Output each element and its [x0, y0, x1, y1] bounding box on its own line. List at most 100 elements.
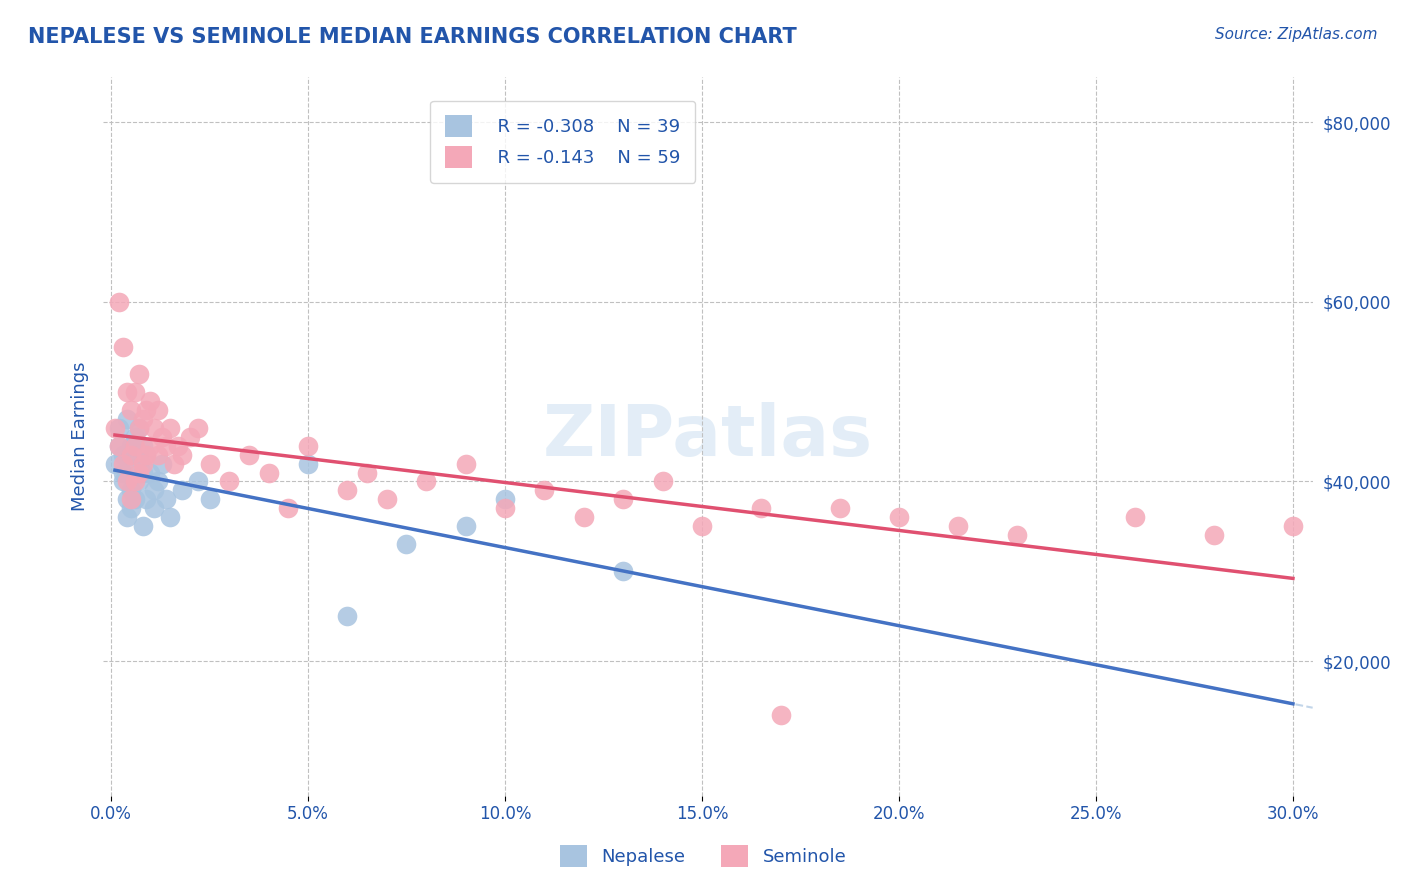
Point: [494, 501, 516, 516]
Point: [131, 411, 153, 425]
Point: [135, 402, 157, 417]
Point: [111, 340, 134, 354]
Point: [131, 466, 153, 480]
Point: [124, 384, 146, 399]
Point: [257, 466, 280, 480]
Legend:   R = -0.308    N = 39,   R = -0.143    N = 59: R = -0.308 N = 39, R = -0.143 N = 59: [430, 101, 695, 183]
Point: [135, 492, 157, 507]
Point: [187, 420, 209, 434]
Point: [108, 439, 131, 453]
Point: [297, 439, 319, 453]
Text: Source: ZipAtlas.com: Source: ZipAtlas.com: [1215, 27, 1378, 42]
Point: [277, 501, 299, 516]
Text: ZIPatlas: ZIPatlas: [543, 402, 873, 471]
Point: [111, 448, 134, 462]
Point: [572, 510, 595, 524]
Point: [170, 483, 193, 498]
Point: [148, 448, 170, 462]
Point: [155, 439, 177, 453]
Point: [395, 537, 418, 551]
Point: [336, 609, 359, 624]
Point: [115, 492, 138, 507]
Point: [120, 501, 142, 516]
Point: [159, 420, 181, 434]
Point: [454, 457, 477, 471]
Point: [139, 393, 162, 408]
Point: [170, 448, 193, 462]
Point: [115, 384, 138, 399]
Point: [150, 429, 173, 443]
Point: [218, 475, 240, 489]
Point: [946, 519, 969, 533]
Point: [108, 294, 131, 309]
Point: [104, 420, 127, 434]
Point: [167, 439, 190, 453]
Point: [143, 501, 166, 516]
Point: [415, 475, 437, 489]
Point: [690, 519, 713, 533]
Point: [749, 501, 772, 516]
Point: [111, 457, 134, 471]
Point: [1005, 528, 1028, 542]
Point: [124, 492, 146, 507]
Point: [356, 466, 378, 480]
Point: [454, 519, 477, 533]
Point: [375, 492, 398, 507]
Point: [128, 420, 150, 434]
Point: [1282, 519, 1305, 533]
Point: [148, 475, 170, 489]
Point: [651, 475, 673, 489]
Point: [150, 457, 173, 471]
Point: [131, 439, 153, 453]
Point: [769, 708, 792, 723]
Point: [159, 510, 181, 524]
Point: [128, 475, 150, 489]
Point: [120, 448, 142, 462]
Point: [120, 402, 142, 417]
Point: [297, 457, 319, 471]
Point: [120, 457, 142, 471]
Point: [198, 457, 221, 471]
Point: [124, 439, 146, 453]
Point: [128, 367, 150, 381]
Point: [111, 466, 134, 480]
Point: [148, 402, 170, 417]
Point: [124, 475, 146, 489]
Point: [115, 411, 138, 425]
Point: [115, 475, 138, 489]
Point: [108, 439, 131, 453]
Point: [887, 510, 910, 524]
Point: [238, 448, 260, 462]
Point: [143, 483, 166, 498]
Point: [108, 420, 131, 434]
Point: [139, 466, 162, 480]
Point: [104, 457, 127, 471]
Point: [131, 457, 153, 471]
Point: [124, 429, 146, 443]
Point: [124, 448, 146, 462]
Point: [533, 483, 555, 498]
Point: [1204, 528, 1226, 542]
Point: [828, 501, 851, 516]
Point: [494, 492, 516, 507]
Point: [128, 420, 150, 434]
Point: [336, 483, 359, 498]
Point: [155, 492, 177, 507]
Legend: Nepalese, Seminole: Nepalese, Seminole: [553, 838, 853, 874]
Point: [143, 420, 166, 434]
Text: NEPALESE VS SEMINOLE MEDIAN EARNINGS CORRELATION CHART: NEPALESE VS SEMINOLE MEDIAN EARNINGS COR…: [28, 27, 797, 46]
Point: [120, 492, 142, 507]
Point: [187, 475, 209, 489]
Point: [179, 429, 201, 443]
Point: [139, 439, 162, 453]
Point: [120, 439, 142, 453]
Point: [115, 510, 138, 524]
Y-axis label: Median Earnings: Median Earnings: [72, 362, 89, 511]
Point: [128, 466, 150, 480]
Point: [163, 457, 186, 471]
Point: [111, 475, 134, 489]
Point: [131, 519, 153, 533]
Point: [612, 564, 634, 578]
Point: [1125, 510, 1147, 524]
Point: [135, 448, 157, 462]
